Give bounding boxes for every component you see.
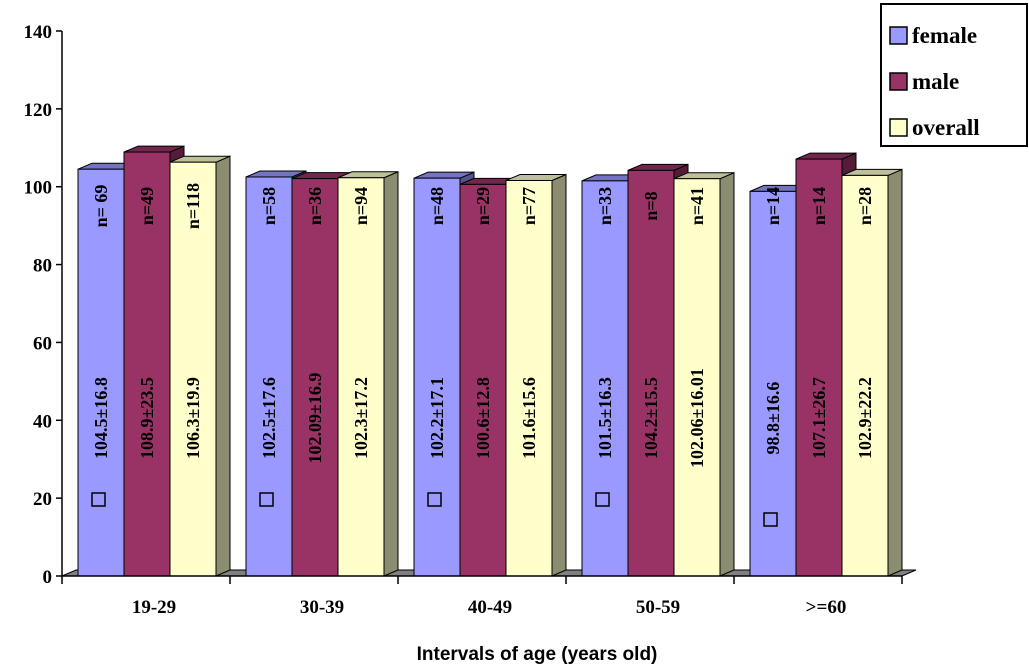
y-tick-label: 80 (33, 256, 52, 277)
bar-n-label: n=8 (641, 191, 661, 220)
bar-n-label: n=58 (259, 187, 279, 225)
square-marker (763, 512, 778, 527)
bar (245, 176, 293, 577)
legend-swatch (889, 26, 908, 45)
bar-n-label: n=94 (351, 187, 371, 225)
x-tick-label: 50-59 (636, 597, 680, 618)
bar-value-label: 100.6±12.8 (473, 377, 493, 459)
bar-value-label: 101.6±15.6 (519, 377, 539, 459)
legend: female male overall (880, 3, 1028, 147)
y-tick-label: 0 (43, 567, 53, 588)
bar-n-label: n=41 (687, 187, 707, 225)
x-tick-label: 19-29 (132, 597, 176, 618)
bar-series-group: n= 69 104.5±16.8 n=49 108.9±23.5 n=118 106.3±… (77, 145, 903, 577)
bar-side (383, 171, 399, 577)
legend-label: female (912, 23, 977, 48)
bar-n-label: n=77 (519, 187, 539, 225)
bar-value-label: 98.8±16.6 (763, 382, 783, 455)
y-tick-label: 20 (33, 489, 52, 510)
bar-side (719, 171, 735, 577)
bar (627, 169, 675, 577)
bar-n-label: n=36 (305, 187, 325, 225)
bar-value-label: 102.2±17.1 (427, 377, 447, 459)
bar-value-label: 108.9±23.5 (137, 377, 157, 459)
bar-n-label: n=14 (763, 187, 783, 225)
legend-label: overall (912, 115, 980, 140)
bar (77, 168, 125, 577)
x-tick-label: 30-39 (300, 597, 344, 618)
legend-swatch (889, 118, 908, 137)
bar-n-label: n= 69 (91, 185, 111, 228)
bar-side (215, 155, 231, 577)
y-tick-label: 100 (24, 178, 53, 199)
bar-n-label: n=28 (855, 187, 875, 225)
y-tick-label: 140 (24, 22, 53, 43)
bar-value-label: 104.5±16.8 (91, 377, 111, 459)
bar-n-label: n=49 (137, 187, 157, 225)
bar-n-label: n=14 (809, 187, 829, 225)
square-marker (595, 492, 610, 507)
bar (581, 180, 629, 577)
bar-value-label: 102.3±17.2 (351, 377, 371, 459)
y-tick-label: 40 (33, 411, 52, 432)
bar-n-label: n=118 (183, 183, 203, 229)
bar-side (887, 168, 903, 577)
bar-n-label: n=29 (473, 187, 493, 225)
bar-side (551, 173, 567, 577)
bar-value-label: 106.3±19.9 (183, 377, 203, 459)
y-tick-label: 60 (33, 333, 52, 354)
legend-swatch (889, 72, 908, 91)
y-tick-label: 120 (24, 100, 53, 121)
bar (413, 177, 461, 577)
bar-value-label: 104.2±15.5 (641, 377, 661, 459)
legend-label: male (912, 69, 959, 94)
chart-axes: 0 20 40 60 80 100 120 140 19-29 30-39 40-49 50-59 >=… (24, 22, 903, 618)
bar-value-label: 102.9±22.2 (855, 377, 875, 459)
bar-value-label: 101.5±16.3 (595, 377, 615, 459)
bar-n-label: n=33 (595, 187, 615, 225)
bar-n-label: n=48 (427, 187, 447, 225)
bar-value-label: 102.5±17.6 (259, 377, 279, 459)
x-axis-title: Intervals of age (years old) (417, 644, 658, 665)
square-marker (91, 492, 106, 507)
x-tick-label: >=60 (806, 597, 847, 618)
bar (505, 179, 553, 577)
bar-value-label: 107.1±26.7 (809, 377, 829, 459)
x-tick-label: 40-49 (468, 597, 512, 618)
bar-value-label: 102.09±16.9 (305, 373, 325, 464)
square-marker (259, 492, 274, 507)
bar (841, 174, 889, 577)
square-marker (427, 492, 442, 507)
bar (749, 190, 797, 577)
bar (673, 178, 721, 577)
bar-value-label: 102.06±16.01 (687, 368, 707, 468)
bar (337, 177, 385, 577)
